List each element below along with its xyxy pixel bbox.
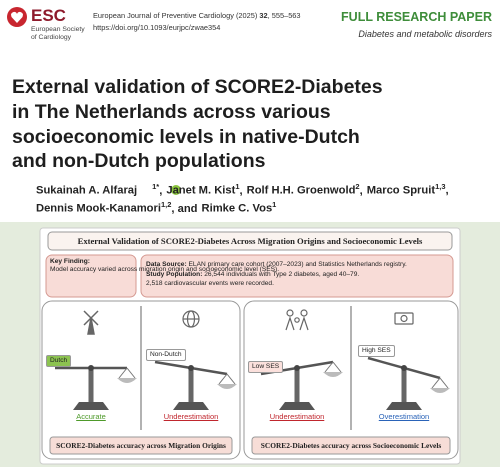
panel-caption: SCORE2-Diabetes accuracy across Socioeco… bbox=[260, 441, 442, 450]
author-affiliation: 1 bbox=[235, 182, 240, 191]
group-label: High SES bbox=[358, 345, 395, 357]
result: Underestimation bbox=[269, 412, 325, 421]
author-name: Marco Spruit bbox=[366, 184, 436, 197]
author-affiliation: 1* bbox=[152, 182, 160, 191]
doi[interactable]: https://doi.org/10.1093/eurjpc/zwae354 bbox=[93, 23, 221, 32]
esc-logo-heart bbox=[11, 11, 23, 23]
society-name: of Cardiology bbox=[31, 34, 72, 41]
globe-icon bbox=[182, 310, 200, 328]
caption-box bbox=[251, 436, 451, 455]
society-name: European Society bbox=[31, 26, 85, 33]
abstract-title-box bbox=[47, 231, 453, 251]
money-icon bbox=[394, 312, 414, 325]
citation: European Journal of Preventive Cardiolog… bbox=[93, 11, 301, 20]
pages: , 555–563 bbox=[267, 11, 301, 20]
data-source: ELAN primary care cohort (2007–2023) and… bbox=[188, 261, 407, 268]
volume: 32 bbox=[259, 11, 268, 20]
key-finding: Key Finding: Model accuracy varied acros… bbox=[50, 258, 279, 275]
title-line: and non-Dutch populations bbox=[12, 150, 266, 172]
data-text: Data Source: ELAN primary care cohort (2… bbox=[146, 260, 407, 289]
data-source-label: Data Source: bbox=[146, 261, 187, 268]
author-affiliation: 1,3 bbox=[435, 182, 446, 191]
result: Overestimation bbox=[378, 412, 430, 421]
author-name: Rimke C. Vos bbox=[201, 202, 273, 215]
article-type: FULL RESEARCH PAPER bbox=[341, 10, 492, 24]
caption-box bbox=[49, 436, 233, 455]
key-finding-label: Key Finding: bbox=[50, 258, 90, 265]
balance bbox=[55, 365, 137, 410]
events: 2,518 cardiovascular events were recorde… bbox=[146, 280, 274, 287]
key-finding-text: Model accuracy varied across migration o… bbox=[50, 266, 280, 274]
section: Diabetes and metabolic disorders bbox=[358, 29, 492, 39]
orcid-icon bbox=[171, 185, 181, 195]
windmill-icon bbox=[83, 310, 99, 335]
author-affiliation: 1 bbox=[272, 200, 277, 209]
title-line: socioeconomic levels in native-Dutch bbox=[12, 126, 360, 148]
author-line: Dennis Mook-Kanamori1,2, and Rimke C. Vos… bbox=[36, 200, 276, 215]
author-affiliation: 1,2 bbox=[160, 200, 172, 209]
balance bbox=[367, 356, 450, 410]
group-label: Low SES bbox=[248, 361, 284, 373]
author-name: Rolf H.H. Groenwold bbox=[246, 184, 356, 197]
population-label: Study Population: bbox=[146, 270, 203, 278]
group-label: Non-Dutch bbox=[146, 349, 186, 361]
key-finding-box bbox=[45, 254, 137, 298]
author-name: Dennis Mook-Kanamori bbox=[36, 202, 161, 215]
abstract-title: External Validation of SCORE2-Diabetes A… bbox=[77, 236, 423, 246]
author-name: Janet M. Kist bbox=[166, 184, 236, 197]
author-line: Sukainah A. Alfaraj 1*, Janet M. Kist1, Rol… bbox=[36, 182, 449, 197]
author-sep: , bbox=[359, 184, 363, 197]
title-line: in The Netherlands across various bbox=[12, 101, 331, 123]
family-icon bbox=[285, 309, 309, 331]
author-name: Sukainah A. Alfaraj bbox=[36, 184, 138, 197]
panel-caption: SCORE2-Diabetes accuracy across Migratio… bbox=[56, 441, 226, 450]
balance bbox=[154, 360, 237, 410]
result: Accurate bbox=[76, 412, 106, 421]
result: Underestimation bbox=[163, 412, 219, 421]
author-sep: , bbox=[159, 184, 163, 197]
journal: European Journal of Preventive Cardiolog… bbox=[93, 11, 258, 20]
data-box bbox=[140, 254, 454, 298]
author-affiliation: 2 bbox=[355, 182, 360, 191]
population: 26,544 individuals with Type 2 diabetes,… bbox=[204, 270, 360, 278]
author-sep: , bbox=[239, 184, 243, 197]
author-sep: , bbox=[445, 184, 449, 197]
title-line: External validation of SCORE2-Diabetes bbox=[12, 76, 383, 98]
author-sep: , and bbox=[171, 202, 198, 215]
society-abbr: ESC bbox=[31, 6, 66, 25]
group-label: Dutch bbox=[46, 355, 72, 367]
